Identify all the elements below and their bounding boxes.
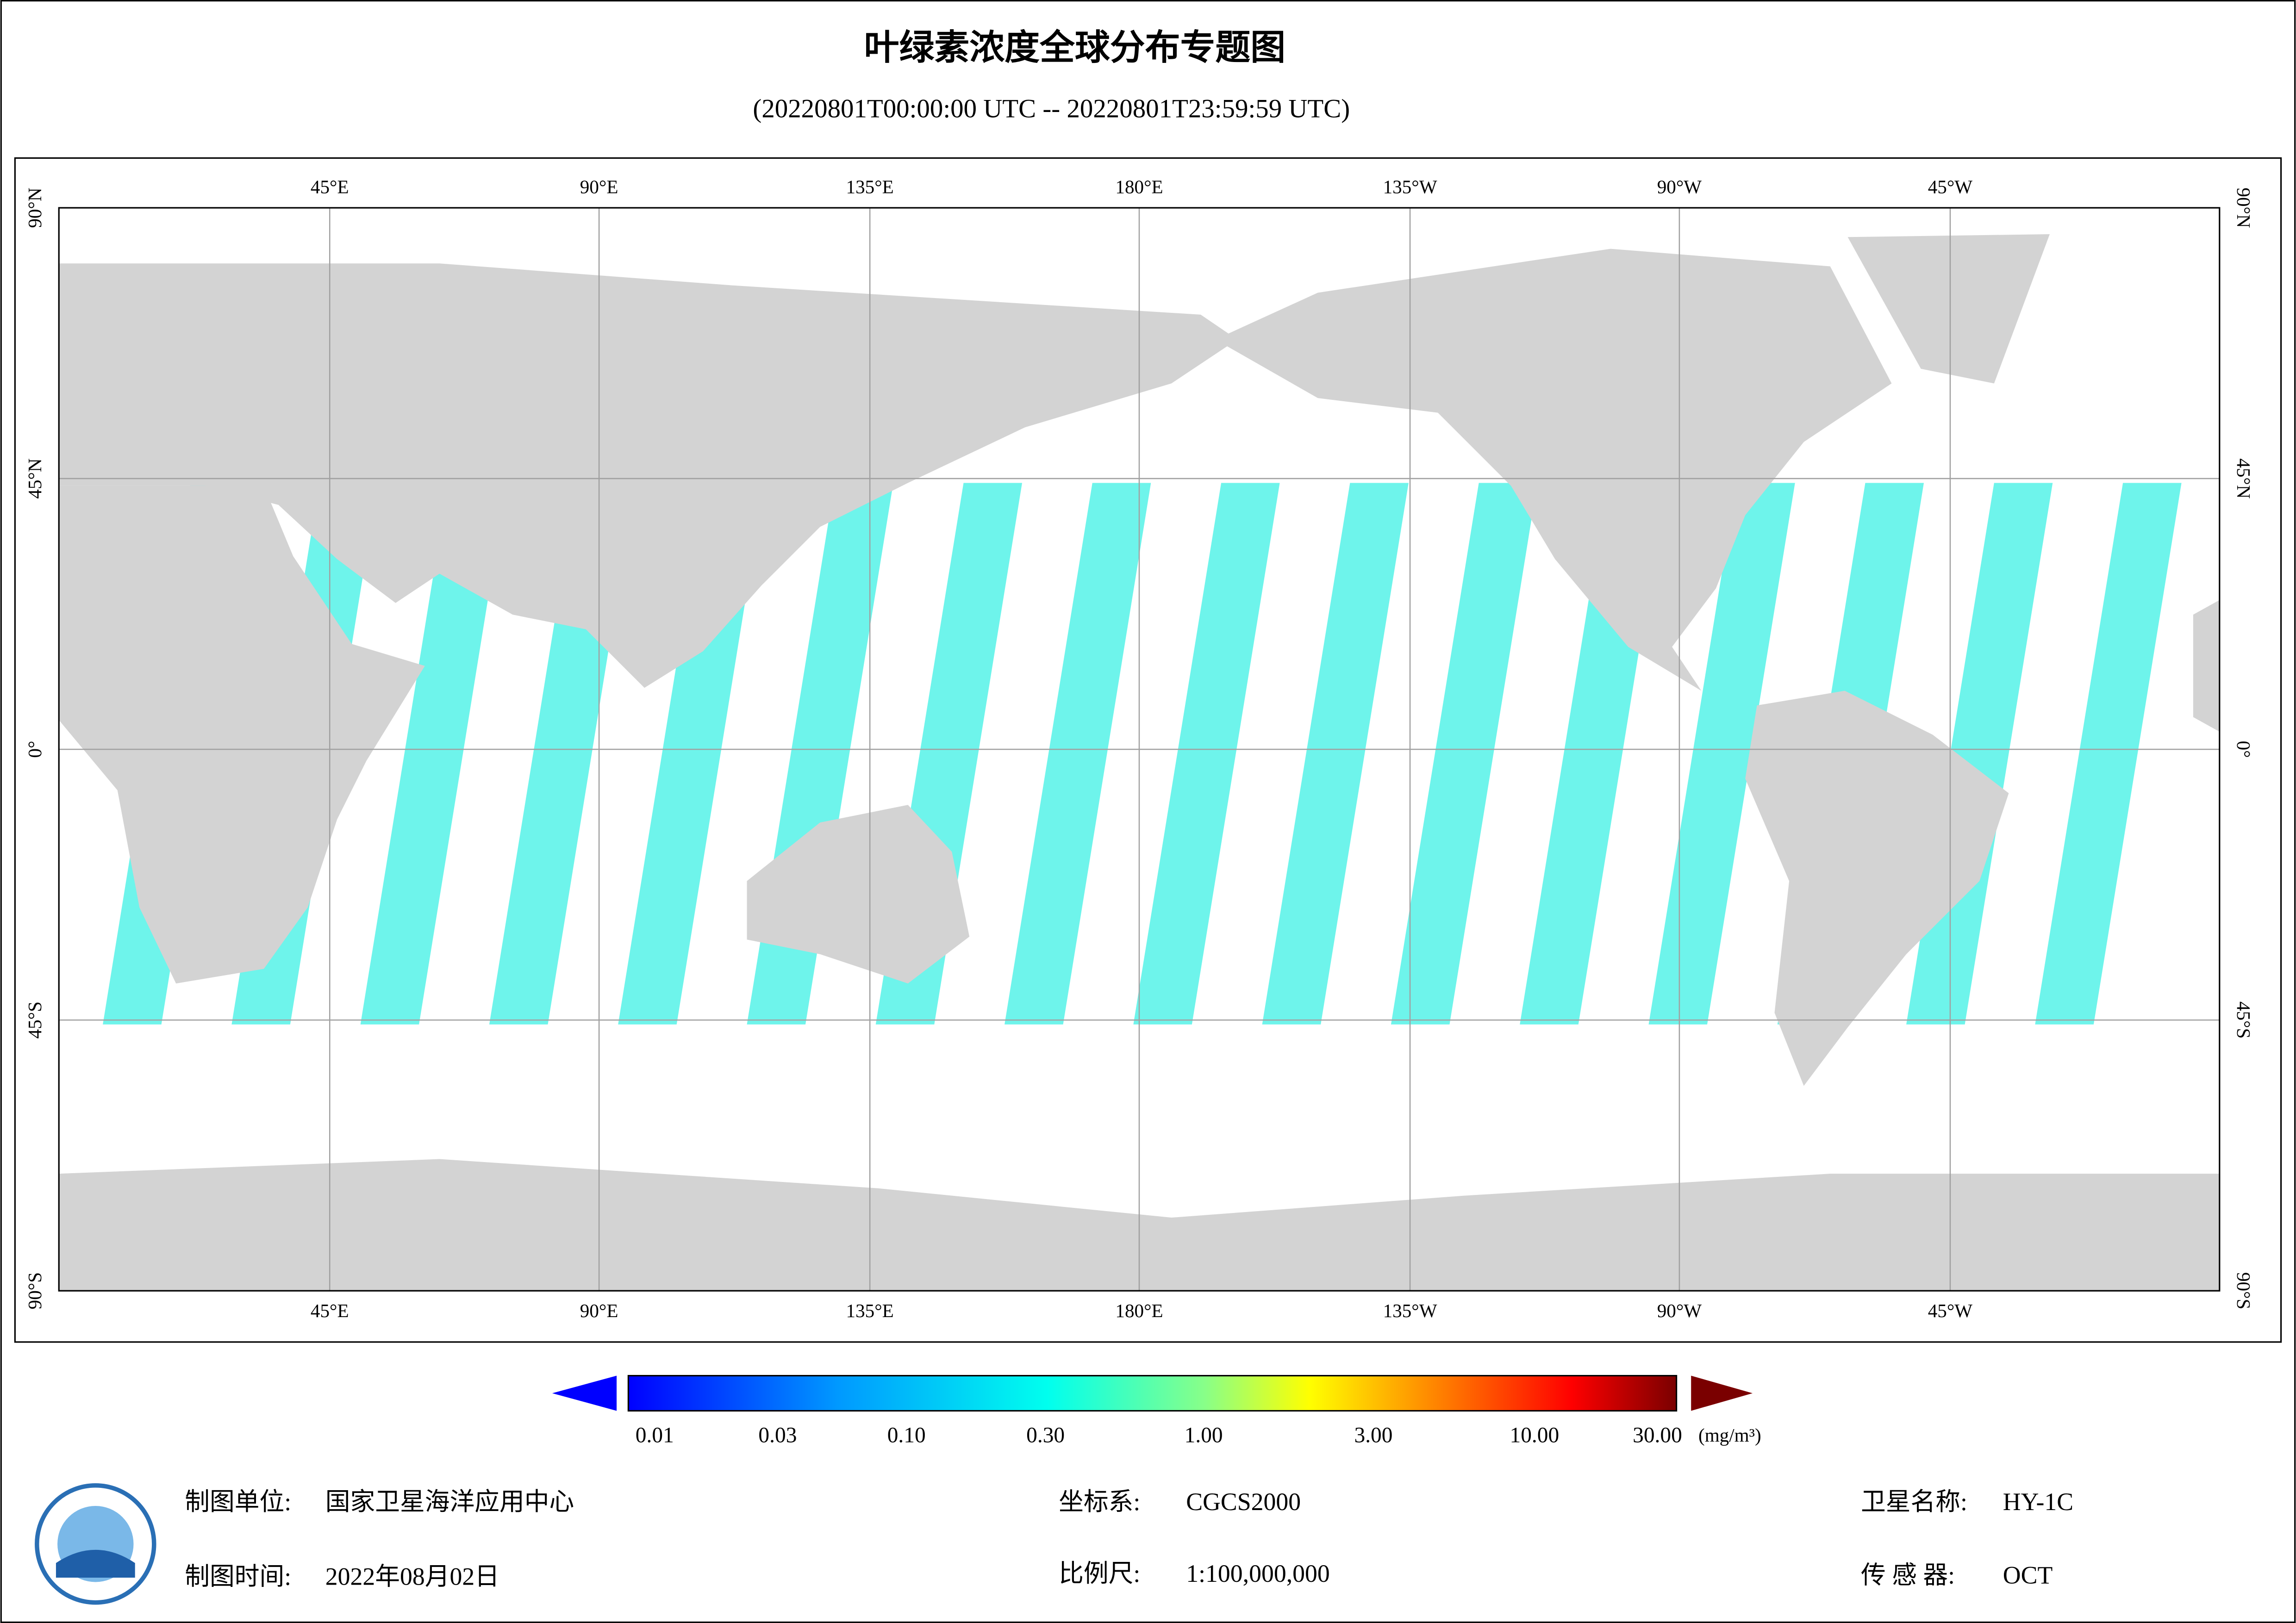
- sensor: OCT: [2003, 1561, 2053, 1589]
- latitude-label-left: 90°S: [24, 1272, 45, 1309]
- land: [1745, 690, 2009, 1086]
- crs: CGCS2000: [1186, 1488, 1301, 1516]
- latitude-label-left: 0°: [24, 741, 45, 758]
- longitude-label-bottom: 90°E: [580, 1300, 618, 1321]
- land: [1847, 234, 2050, 384]
- scale: 1:100,000,000: [1186, 1560, 1330, 1587]
- satellite-label: 卫星名称:: [1861, 1488, 1967, 1516]
- scale-label: 比例尺:: [1059, 1560, 1140, 1587]
- colorbar-label: 0.30: [1026, 1423, 1065, 1447]
- date: 2022年08月02日: [325, 1562, 499, 1590]
- latitude-label-left: 90°N: [24, 187, 45, 228]
- title: 叶绿素浓度全球分布专题图: [864, 27, 1286, 68]
- logo: [35, 1483, 156, 1605]
- colorbar-label: 30.00: [1633, 1423, 1682, 1447]
- swath: [1133, 483, 1280, 1025]
- longitude-label-bottom: 45°E: [311, 1300, 349, 1321]
- unit: 国家卫星海洋应用中心: [325, 1488, 574, 1516]
- longitude-label-top: 90°E: [580, 176, 618, 197]
- latitude-label-right: 90°N: [2233, 187, 2254, 228]
- colorbar-unit: (mg/m³): [1698, 1424, 1761, 1446]
- longitude-label-bottom: 135°E: [846, 1300, 894, 1321]
- latitude-label-left: 45°S: [24, 1001, 45, 1038]
- subtitle: (20220801T00:00:00 UTC -- 20220801T23:59…: [753, 94, 1350, 123]
- colorbar-label: 10.00: [1510, 1423, 1559, 1447]
- latitude-label-left: 45°N: [24, 458, 45, 498]
- longitude-label-bottom: 180°E: [1115, 1300, 1163, 1321]
- latitude-label-right: 90°S: [2233, 1272, 2254, 1309]
- colorbar-ramp: [627, 1374, 1678, 1412]
- map-frame: [14, 157, 2282, 1343]
- logo-wave: [56, 1549, 135, 1578]
- longitude-label-top: 45°W: [1928, 176, 1973, 197]
- latitude-label-right: 45°S: [2233, 1001, 2254, 1038]
- crs-label: 坐标系:: [1059, 1488, 1140, 1516]
- land: [2193, 600, 2220, 732]
- map: [58, 207, 2221, 1292]
- land: [59, 485, 425, 984]
- colorbar: 0.01 0.03 0.10 0.30 1.00 3.00 10.00 30.00 (mg/m³…: [552, 1374, 1761, 1447]
- land: [747, 805, 970, 984]
- date-label: 制图时间:: [185, 1562, 291, 1590]
- colorbar-label: 0.03: [758, 1423, 797, 1447]
- satellite: HY-1C: [2003, 1488, 2073, 1516]
- swath: [1391, 483, 1538, 1025]
- land: [1215, 249, 1892, 691]
- colorbar-label: 0.10: [887, 1423, 926, 1447]
- longitude-label-top: 135°E: [846, 176, 894, 197]
- land: [59, 263, 1237, 688]
- swath: [2035, 483, 2182, 1025]
- latitude-label-right: 45°N: [2233, 458, 2254, 498]
- map-border: [58, 207, 2221, 1292]
- longitude-label-top: 45°E: [311, 176, 349, 197]
- colorbar-label: 3.00: [1354, 1423, 1392, 1447]
- swath: [1648, 483, 1795, 1025]
- longitude-label-bottom: 45°W: [1928, 1300, 1973, 1321]
- longitude-label-bottom: 90°W: [1657, 1300, 1702, 1321]
- swath: [360, 483, 507, 1025]
- longitude-label-bottom: 135°W: [1383, 1300, 1437, 1321]
- longitude-label-top: 90°W: [1657, 176, 1702, 197]
- land: [644, 322, 879, 395]
- longitude-label-top: 135°W: [1383, 176, 1437, 197]
- colorbar-label: 1.00: [1185, 1423, 1223, 1447]
- latitude-label-right: 0°: [2233, 741, 2254, 758]
- unit-label: 制图单位:: [185, 1488, 291, 1516]
- longitude-label-top: 180°E: [1115, 176, 1163, 197]
- colorbar-min-arrow: [552, 1375, 617, 1411]
- swath: [1004, 483, 1151, 1025]
- colorbar-label: 0.01: [636, 1423, 674, 1447]
- swath: [1262, 483, 1409, 1025]
- graticule-labels: 45°E 45°E 90°E 90°E 135°E 135°E 180°E 180°E 135°…: [24, 176, 2254, 1321]
- colorbar-max-arrow: [1691, 1375, 1753, 1411]
- sensor-label: 传 感 器:: [1861, 1561, 1955, 1589]
